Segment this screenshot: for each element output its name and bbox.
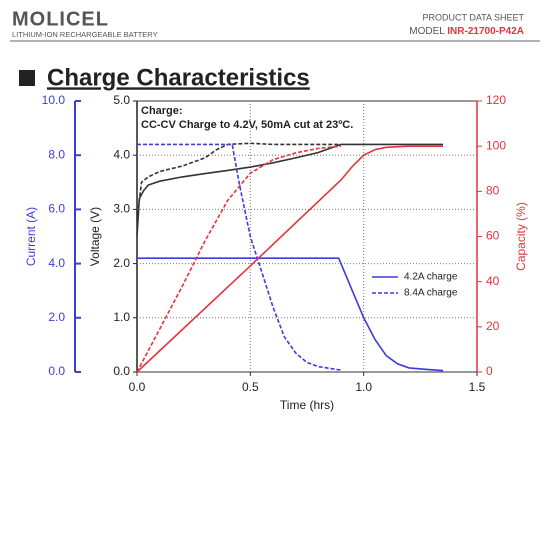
x-tick-label: 1.0 <box>355 380 372 394</box>
y3-tick-label: 6.0 <box>48 202 65 216</box>
series-line <box>136 145 342 373</box>
y-axis-label: Voltage (V) <box>88 207 102 266</box>
tagline: LITHIUM-ION RECHARGEABLE BATTERY <box>12 30 158 39</box>
y3-axis-label: Current (A) <box>24 207 38 266</box>
y2-tick-label: 80 <box>486 184 500 198</box>
y2-tick-label: 120 <box>486 93 506 107</box>
annotation: Charge: <box>141 105 183 117</box>
section-title: Charge Characteristics <box>47 64 310 91</box>
x-tick-label: 0.5 <box>242 380 259 394</box>
annotation: CC-CV Charge to 4.2V, 50mA cut at 23ºC. <box>141 119 353 131</box>
y-tick-label: 0.0 <box>113 364 130 378</box>
model-label: MODEL <box>409 26 445 37</box>
y3-tick-label: 2.0 <box>48 310 65 324</box>
x-axis-label: Time (hrs) <box>280 398 334 412</box>
series-line <box>136 145 443 373</box>
legend-label: 8.4A charge <box>404 288 458 299</box>
y-tick-label: 3.0 <box>113 202 130 216</box>
series-line <box>136 142 341 221</box>
doc-type: PRODUCT DATA SHEET <box>422 12 524 22</box>
y2-tick-label: 0 <box>486 364 493 378</box>
y3-tick-label: 10.0 <box>42 93 66 107</box>
y2-tick-label: 100 <box>486 138 506 152</box>
y-tick-label: 1.0 <box>113 310 130 324</box>
y-tick-label: 5.0 <box>113 93 130 107</box>
legend-label: 4.2A charge <box>404 272 458 283</box>
chart: 0.0 0.5 1.0 1.5 0.0 1.0 2.0 3.0 4.0 5.0 0 20 40 60 80 1… <box>24 93 528 412</box>
model-line: MODEL INR-21700-P42A <box>409 26 524 37</box>
y2-axis-label: Capacity (%) <box>514 202 528 271</box>
series-line <box>137 257 444 372</box>
y-tick-label: 4.0 <box>113 147 130 161</box>
y2-tick-label: 20 <box>486 319 500 333</box>
y3-tick-label: 0.0 <box>48 364 65 378</box>
y-tick-label: 2.0 <box>113 256 130 270</box>
bullet <box>19 70 35 86</box>
y2-tick-label: 60 <box>486 229 500 243</box>
series-line <box>137 143 342 371</box>
y3-tick-label: 8.0 <box>48 147 65 161</box>
x-tick-label: 0.0 <box>129 380 146 394</box>
y3-tick-label: 4.0 <box>48 256 65 270</box>
model: INR-21700-P42A <box>447 26 524 37</box>
x-tick-label: 1.5 <box>469 380 486 394</box>
logo: MOLICEL <box>12 8 109 30</box>
series-line <box>136 143 443 237</box>
y2-tick-label: 40 <box>486 274 500 288</box>
